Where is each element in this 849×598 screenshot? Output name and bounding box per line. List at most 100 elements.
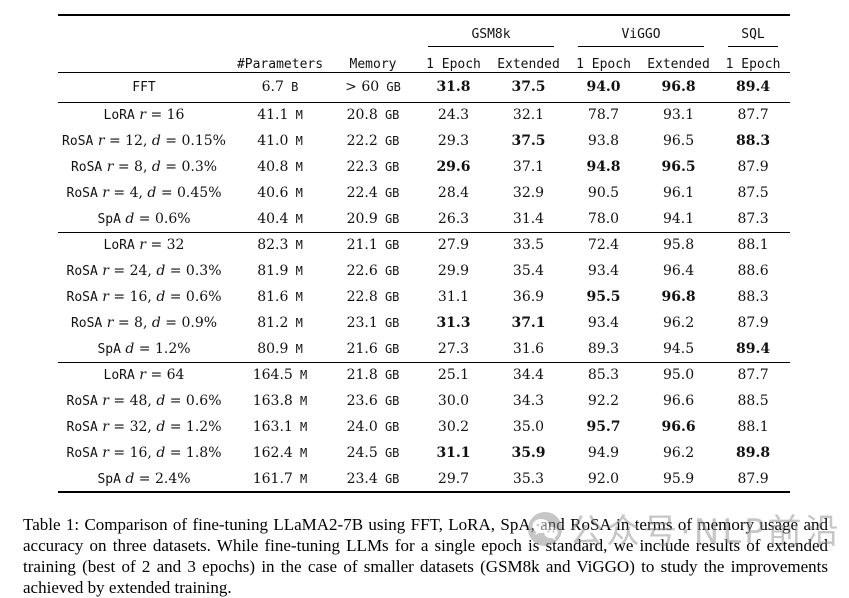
table-row: RoSA r = 8, d = 0.3% 40.8 M 22.3 GB 29.6 37.… — [58, 154, 790, 180]
cell-accuracy: 34.3 — [512, 393, 545, 409]
cell-accuracy: 95.8 — [662, 237, 695, 254]
cell-accuracy: 94.9 — [587, 445, 620, 461]
cell-parameters: 81.9 M — [257, 263, 303, 279]
cell-memory: 22.2 GB — [346, 133, 400, 149]
cell-memory: 22.4 GB — [346, 185, 400, 201]
cell-accuracy: 96.2 — [662, 315, 695, 331]
method-name: RoSA — [66, 264, 98, 279]
cell-accuracy: 88.5 — [737, 393, 769, 409]
cell-parameters: 41.0 M — [257, 133, 303, 149]
cell-accuracy: 31.1 — [436, 445, 471, 461]
cell-parameters: 41.1 M — [257, 107, 303, 124]
cell-memory: 24.5 GB — [346, 445, 400, 461]
column-header-cell: 1 Epoch — [426, 56, 481, 72]
cell-parameters: 81.6 M — [257, 289, 303, 305]
cell-accuracy: 87.9 — [737, 470, 769, 487]
cell-memory: 22.3 GB — [346, 159, 400, 175]
cell-method: SpA d = 1.2% — [58, 336, 230, 362]
method-params: d = 1.2% — [125, 340, 191, 357]
cell-method: RoSA r = 8, d = 0.9% — [58, 310, 230, 336]
cell-accuracy: 78.7 — [587, 107, 620, 124]
cell-accuracy: 35.0 — [512, 419, 545, 435]
cell-accuracy: 78.0 — [587, 210, 620, 227]
method-params: r = 16, d = 0.6% — [102, 289, 222, 305]
cell-memory: > 60 GB — [345, 79, 401, 95]
method-params: r = 8, d = 0.9% — [106, 315, 218, 331]
cell-accuracy: 34.4 — [512, 367, 545, 384]
cell-memory: 22.6 GB — [346, 263, 400, 279]
cell-accuracy: 89.4 — [735, 340, 771, 357]
cell-accuracy: 35.3 — [512, 470, 545, 487]
column-header-cell — [58, 47, 230, 72]
column-header-cell: 1 Epoch — [576, 56, 631, 72]
cell-accuracy: 92.2 — [587, 393, 620, 409]
cell-parameters: 40.8 M — [257, 159, 303, 175]
cell-method: SpA d = 0.6% — [58, 206, 230, 232]
cell-parameters: 81.2 M — [257, 315, 303, 331]
method-params: r = 16, d = 1.8% — [102, 445, 222, 461]
cell-method: RoSA r = 16, d = 0.6% — [58, 284, 230, 310]
cell-method: RoSA r = 16, d = 1.8% — [58, 440, 230, 466]
column-header-cell: 1 Epoch — [725, 56, 781, 72]
cell-accuracy: 85.3 — [587, 367, 620, 384]
cell-memory: 21.1 GB — [346, 237, 400, 254]
table-header: GSM8k ViGGO SQL #Parameters Memory 1 Epoch Ext… — [58, 15, 790, 72]
method-params: r = 32 — [139, 237, 185, 254]
cell-accuracy: 32.9 — [512, 185, 545, 201]
cell-method: LoRA r = 32 — [58, 232, 230, 258]
column-header-cell: #Parameters — [236, 56, 324, 72]
cell-parameters: 162.4 M — [252, 445, 308, 461]
cell-memory: 24.0 GB — [346, 419, 400, 435]
method-name: FFT — [132, 80, 156, 95]
cell-parameters: 161.7 M — [252, 470, 308, 487]
table-row: RoSA r = 4, d = 0.45% 40.6 M 22.4 GB 28.4 32… — [58, 180, 790, 206]
cell-accuracy: 87.3 — [737, 210, 769, 227]
method-name: RoSA — [66, 394, 98, 409]
method-name: LoRA — [103, 108, 135, 124]
cell-accuracy: 96.6 — [661, 419, 696, 435]
method-name: SpA — [97, 341, 121, 357]
cell-accuracy: 94.1 — [662, 210, 695, 227]
cell-accuracy: 31.1 — [437, 289, 470, 305]
cell-accuracy: 88.3 — [737, 289, 769, 305]
cell-accuracy: 27.3 — [437, 340, 470, 357]
cell-accuracy: 87.9 — [737, 159, 769, 175]
cell-accuracy: 96.6 — [662, 393, 695, 409]
method-params: r = 12, d = 0.15% — [97, 133, 226, 149]
cell-accuracy: 95.0 — [662, 367, 695, 384]
method-name: RoSA — [62, 134, 94, 149]
table-row: FFT 6.7 B > 60 GB 31.8 37.5 94.0 96.8 89.4 — [58, 72, 790, 102]
cell-accuracy: 31.3 — [436, 315, 471, 331]
cell-accuracy: 31.6 — [512, 340, 545, 357]
method-params: r = 32, d = 1.2% — [102, 419, 222, 435]
cell-accuracy: 30.0 — [437, 393, 470, 409]
cell-accuracy: 95.5 — [586, 289, 621, 305]
cell-accuracy: 88.3 — [735, 133, 771, 149]
method-name: RoSA — [70, 316, 103, 331]
method-name: LoRA — [103, 238, 135, 254]
cell-accuracy: 72.4 — [587, 237, 620, 254]
cell-accuracy: 33.5 — [512, 237, 545, 254]
cell-accuracy: 92.0 — [587, 470, 620, 487]
cell-accuracy: 88.1 — [737, 419, 769, 435]
table-block: FFT 6.7 B > 60 GB 31.8 37.5 94.0 96.8 89.4 — [58, 72, 791, 102]
method-params: r = 24, d = 0.3% — [102, 263, 222, 279]
cell-accuracy: 95.9 — [662, 470, 695, 487]
cell-accuracy: 30.2 — [437, 419, 470, 435]
table-row: RoSA r = 12, d = 0.15% 41.0 M 22.2 GB 29.3 3… — [58, 128, 790, 154]
method-name: RoSA — [66, 420, 98, 435]
group-header-cell: GSM8k — [416, 15, 566, 47]
cell-accuracy: 93.8 — [587, 133, 620, 149]
cell-method: RoSA r = 4, d = 0.45% — [58, 180, 230, 206]
cell-accuracy: 89.3 — [587, 340, 620, 357]
table-row: LoRA r = 32 82.3 M 21.1 GB 27.9 33.5 72.4 95.8… — [58, 232, 790, 258]
cell-accuracy: 93.4 — [587, 263, 620, 279]
cell-accuracy: 37.1 — [512, 159, 545, 175]
table-row: RoSA r = 48, d = 0.6% 163.8 M 23.6 GB 30.0 3… — [58, 388, 790, 414]
table-row: LoRA r = 16 41.1 M 20.8 GB 24.3 32.1 78.7 93.1… — [58, 102, 790, 128]
column-header-row: #Parameters Memory 1 Epoch Extended 1 Epoch E… — [58, 47, 790, 72]
cell-accuracy: 31.8 — [436, 79, 471, 95]
cell-accuracy: 93.1 — [662, 107, 695, 124]
cell-accuracy: 37.5 — [511, 79, 546, 95]
table-row: SpA d = 1.2% 80.9 M 21.6 GB 27.3 31.6 89.3 94.… — [58, 336, 790, 362]
